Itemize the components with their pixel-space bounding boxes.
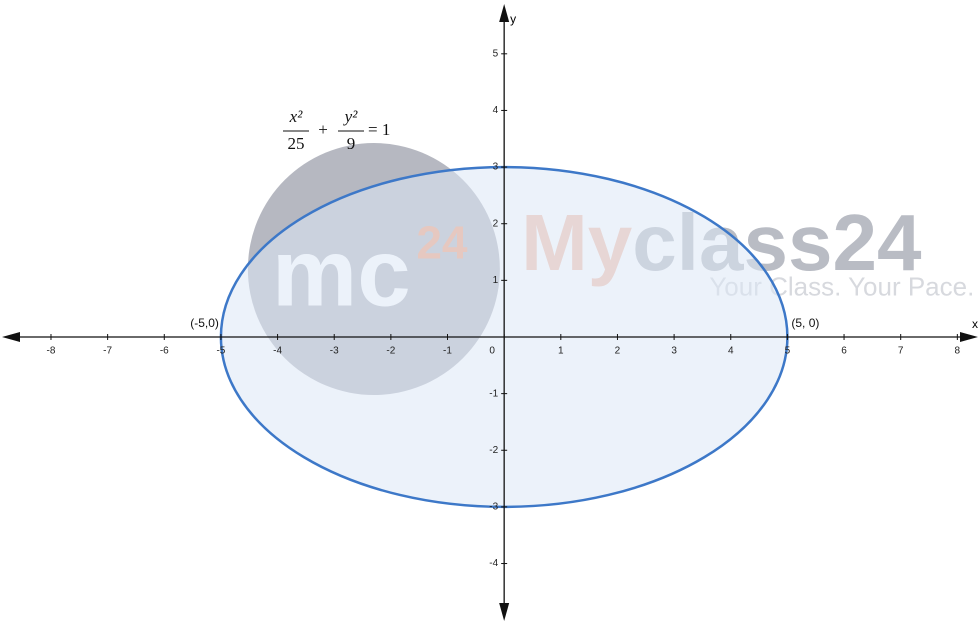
x-tick-label: 4 [728, 346, 734, 357]
x-tick-label: -1 [443, 346, 452, 357]
x-tick-label: 6 [841, 346, 847, 357]
y-tick-label: -2 [489, 445, 498, 456]
x-axis-label: x [972, 317, 978, 331]
y-tick-label: 2 [493, 218, 499, 229]
arrow [960, 331, 978, 342]
denominator: 25 [288, 134, 305, 153]
numerator: y² [343, 107, 359, 126]
y-tick-label: 5 [493, 48, 499, 59]
x-tick-label: -2 [386, 346, 395, 357]
numerator: x² [289, 107, 304, 126]
y-tick-label: 4 [493, 105, 499, 116]
y-tick-label: 3 [493, 162, 499, 173]
equals: = 1 [368, 120, 390, 139]
arrow [499, 4, 510, 22]
operator: + [318, 120, 328, 139]
x-tick-label: 5 [785, 346, 791, 357]
x-tick-label: 7 [898, 346, 904, 357]
y-axis-label: y [510, 12, 516, 26]
arrow [499, 603, 510, 621]
x-tick-label: 1 [558, 346, 564, 357]
x-tick-label: -3 [330, 346, 339, 357]
x-tick-label: 0 [489, 346, 495, 357]
denominator: 9 [347, 134, 356, 153]
x-tick-label: -6 [160, 346, 169, 357]
x-tick-label: 2 [615, 346, 621, 357]
x-tick-label: 8 [955, 346, 961, 357]
point-label: (5, 0) [791, 316, 819, 330]
y-tick-label: 1 [493, 275, 499, 286]
x-tick-label: 3 [671, 346, 677, 357]
arrow [2, 331, 20, 342]
x-tick-label: -8 [47, 346, 56, 357]
y-tick-label: -3 [489, 502, 498, 513]
point-label: (-5,0) [190, 316, 219, 330]
x-tick-label: -4 [273, 346, 282, 357]
x-tick-label: -7 [103, 346, 112, 357]
y-tick-label: -4 [489, 558, 498, 569]
y-tick-label: -1 [489, 388, 498, 399]
x-tick-label: -5 [216, 346, 225, 357]
